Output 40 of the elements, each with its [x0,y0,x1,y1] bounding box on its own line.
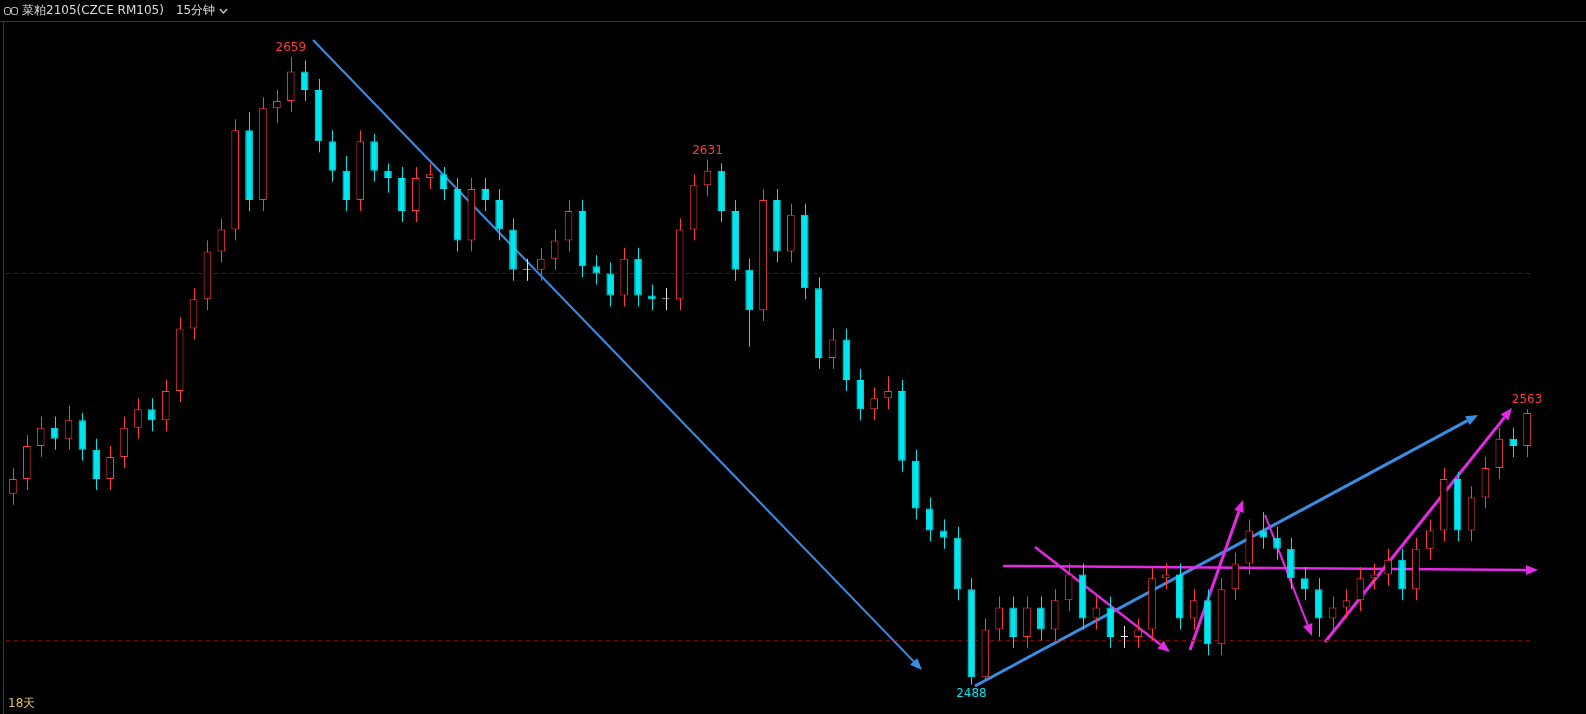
candlestick [1509,427,1517,458]
text: 18天 [8,696,36,711]
candlestick [995,596,1004,642]
candlestick [1259,511,1267,550]
candlestick [1273,526,1281,561]
candlestick [1231,551,1240,601]
candlestick [1134,618,1142,649]
chart-subtitle: 15分钟 [175,2,216,19]
candlestick [1370,562,1379,590]
candlestick [1384,548,1392,587]
annotation: 2563 [1511,392,1543,407]
candlestick [939,518,948,550]
annotation: 2631 [692,142,723,157]
candlestick [217,217,226,263]
candlestick [1426,518,1434,561]
candlestick [439,166,448,201]
annotation: 2659 [275,40,307,54]
candlestick [1162,562,1170,590]
candlestick [64,405,73,451]
candlestick [425,162,434,190]
candlestick [9,467,17,506]
candlestick [884,375,892,410]
candlestick [273,89,281,124]
candlestick [536,247,545,282]
candlestick [106,445,114,491]
candlestick [384,162,392,194]
candlestick [1300,566,1309,601]
candlestick [148,397,156,432]
candlestick [36,416,45,458]
annotation: 2488 [956,685,987,700]
candlestick [925,496,934,542]
candlestick [1342,588,1351,620]
candlestick [1064,562,1073,612]
candlestick [1037,596,1045,642]
candlestick [648,283,656,311]
chart-title: 菜粕2105(CZCE RM105) [22,2,164,19]
candlestick [550,228,559,271]
candlestick [1189,588,1198,631]
candlestick [134,397,142,440]
candlestick [606,261,615,308]
